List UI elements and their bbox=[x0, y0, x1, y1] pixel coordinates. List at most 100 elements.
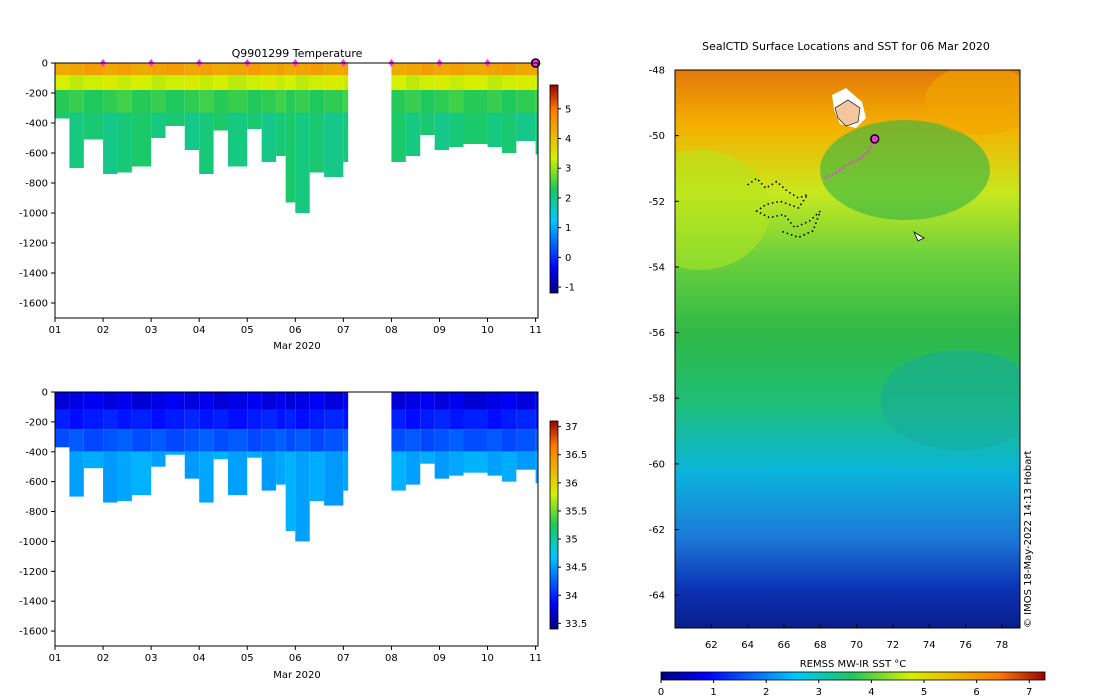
profile-cell bbox=[324, 112, 344, 177]
profile-cell bbox=[55, 392, 70, 410]
colorbar-tick-label: 37 bbox=[565, 422, 578, 433]
x-tick-label: 08 bbox=[385, 653, 398, 664]
island-heard bbox=[913, 231, 925, 242]
profile-cell bbox=[151, 429, 166, 452]
profile-cell bbox=[449, 112, 464, 147]
salinity-section-plot: 0 -200 -400 -600 -800 -1000 -1200 -1400 -1600 01… bbox=[19, 388, 587, 682]
profile-cell bbox=[449, 63, 464, 75]
sst-colorbar-ticks: 0 1 2 3 4 5 6 7 bbox=[658, 680, 1032, 698]
profile-cell bbox=[295, 63, 310, 75]
profile-cell bbox=[343, 112, 349, 162]
y-tick-label: -400 bbox=[25, 447, 48, 458]
profile-cell bbox=[391, 392, 406, 410]
salinity-axes-box bbox=[54, 391, 539, 647]
profile-cell bbox=[103, 409, 118, 430]
profile-cell bbox=[117, 63, 132, 75]
profile-cell bbox=[83, 429, 104, 452]
profile-cell bbox=[487, 451, 502, 476]
profile-cell bbox=[165, 75, 185, 90]
profile-cell bbox=[228, 451, 248, 496]
map-y-ticks: -48 -50 -52 -54 -56 -58 -60 -62 -64 bbox=[649, 66, 679, 602]
profile-cell bbox=[487, 429, 502, 452]
profile-cell bbox=[295, 75, 310, 90]
y-tick-label: -1000 bbox=[19, 209, 48, 220]
profile-cell bbox=[434, 451, 450, 479]
profile-cell bbox=[285, 409, 296, 430]
profile-cell bbox=[463, 112, 488, 144]
profile-cell bbox=[285, 429, 296, 452]
profile-cell bbox=[151, 112, 166, 138]
y-tick-label: -1600 bbox=[19, 299, 48, 310]
colorbar-tick-label: 5 bbox=[565, 104, 571, 115]
profile-cell bbox=[285, 90, 296, 113]
profile-cell bbox=[228, 112, 248, 167]
sst-colorbar-label: REMSS MW-IR SST °C bbox=[800, 659, 907, 670]
seal-surface-track bbox=[823, 138, 876, 180]
profile-cell bbox=[501, 392, 517, 410]
y-tick-label: -800 bbox=[25, 179, 48, 190]
profile-cell bbox=[117, 90, 132, 113]
profile-cell bbox=[343, 392, 349, 410]
colorbar-tick-label: 35 bbox=[565, 535, 578, 546]
sst-colorbar-tick-label: 5 bbox=[921, 687, 927, 698]
salinity-colorbar-ticks: 37 36.5 36 35.5 35 34.5 34 33.5 bbox=[558, 422, 587, 630]
profile-cell bbox=[199, 392, 214, 410]
profile-cell bbox=[184, 409, 200, 430]
y-tick-label: -600 bbox=[25, 149, 48, 160]
sst-colorbar-tick-label: 7 bbox=[1026, 687, 1032, 698]
profile-cell bbox=[117, 112, 132, 173]
colorbar-tick-label: 34.5 bbox=[565, 563, 587, 574]
sst-warm-patch bbox=[675, 150, 770, 270]
profile-cell bbox=[434, 429, 450, 452]
y-tick-label: -1200 bbox=[19, 567, 48, 578]
profile-cell bbox=[184, 63, 200, 75]
profile-cell bbox=[228, 429, 248, 452]
sst-map-plot: SealCTD Surface Locations and SST for 06… bbox=[649, 40, 1046, 698]
profile-cell bbox=[516, 451, 536, 470]
x-tick-label: 11 bbox=[529, 325, 542, 336]
profile-cell bbox=[463, 392, 488, 410]
profile-cell bbox=[463, 75, 488, 90]
sst-warm-eddy bbox=[925, 70, 1020, 135]
y-tick-label: 0 bbox=[42, 59, 48, 70]
profile-cell bbox=[324, 75, 344, 90]
profile-cell bbox=[199, 75, 214, 90]
profile-cell bbox=[276, 451, 286, 485]
x-tick-label: 10 bbox=[481, 653, 494, 664]
profile-cell bbox=[213, 392, 229, 410]
profile-cell bbox=[131, 75, 152, 90]
profile-cell bbox=[309, 112, 325, 173]
profile-cell bbox=[184, 451, 200, 479]
sst-colorbar-tick-label: 3 bbox=[816, 687, 822, 698]
profile-cell bbox=[285, 75, 296, 90]
profile-cell bbox=[184, 112, 200, 150]
map-x-tick-label: 76 bbox=[959, 640, 972, 651]
profile-cell bbox=[463, 63, 488, 75]
profile-cell bbox=[55, 75, 70, 90]
profile-cell bbox=[487, 392, 502, 410]
profile-cell bbox=[463, 409, 488, 430]
x-tick-label: 07 bbox=[337, 653, 350, 664]
map-x-tick-label: 74 bbox=[923, 640, 936, 651]
profile-cell bbox=[434, 112, 450, 150]
profile-cell bbox=[261, 63, 277, 75]
profile-cell bbox=[309, 451, 325, 502]
y-tick-label: -200 bbox=[25, 89, 48, 100]
profile-cell bbox=[261, 75, 277, 90]
temperature-profiles bbox=[55, 63, 538, 213]
profile-cell bbox=[69, 63, 84, 75]
profile-cell bbox=[449, 429, 464, 452]
profile-cell bbox=[199, 90, 214, 113]
profile-cell bbox=[405, 112, 421, 156]
profile-cell bbox=[449, 75, 464, 90]
y-tick-label: -400 bbox=[25, 119, 48, 130]
profile-cell bbox=[247, 409, 262, 430]
y-tick-label: -1200 bbox=[19, 239, 48, 250]
profile-cell bbox=[324, 392, 344, 410]
profile-cell bbox=[276, 112, 286, 156]
profile-cell bbox=[151, 392, 166, 410]
profile-cell bbox=[69, 75, 84, 90]
profile-cell bbox=[228, 392, 248, 410]
profile-cell bbox=[324, 90, 344, 113]
profile-cell bbox=[165, 451, 185, 455]
